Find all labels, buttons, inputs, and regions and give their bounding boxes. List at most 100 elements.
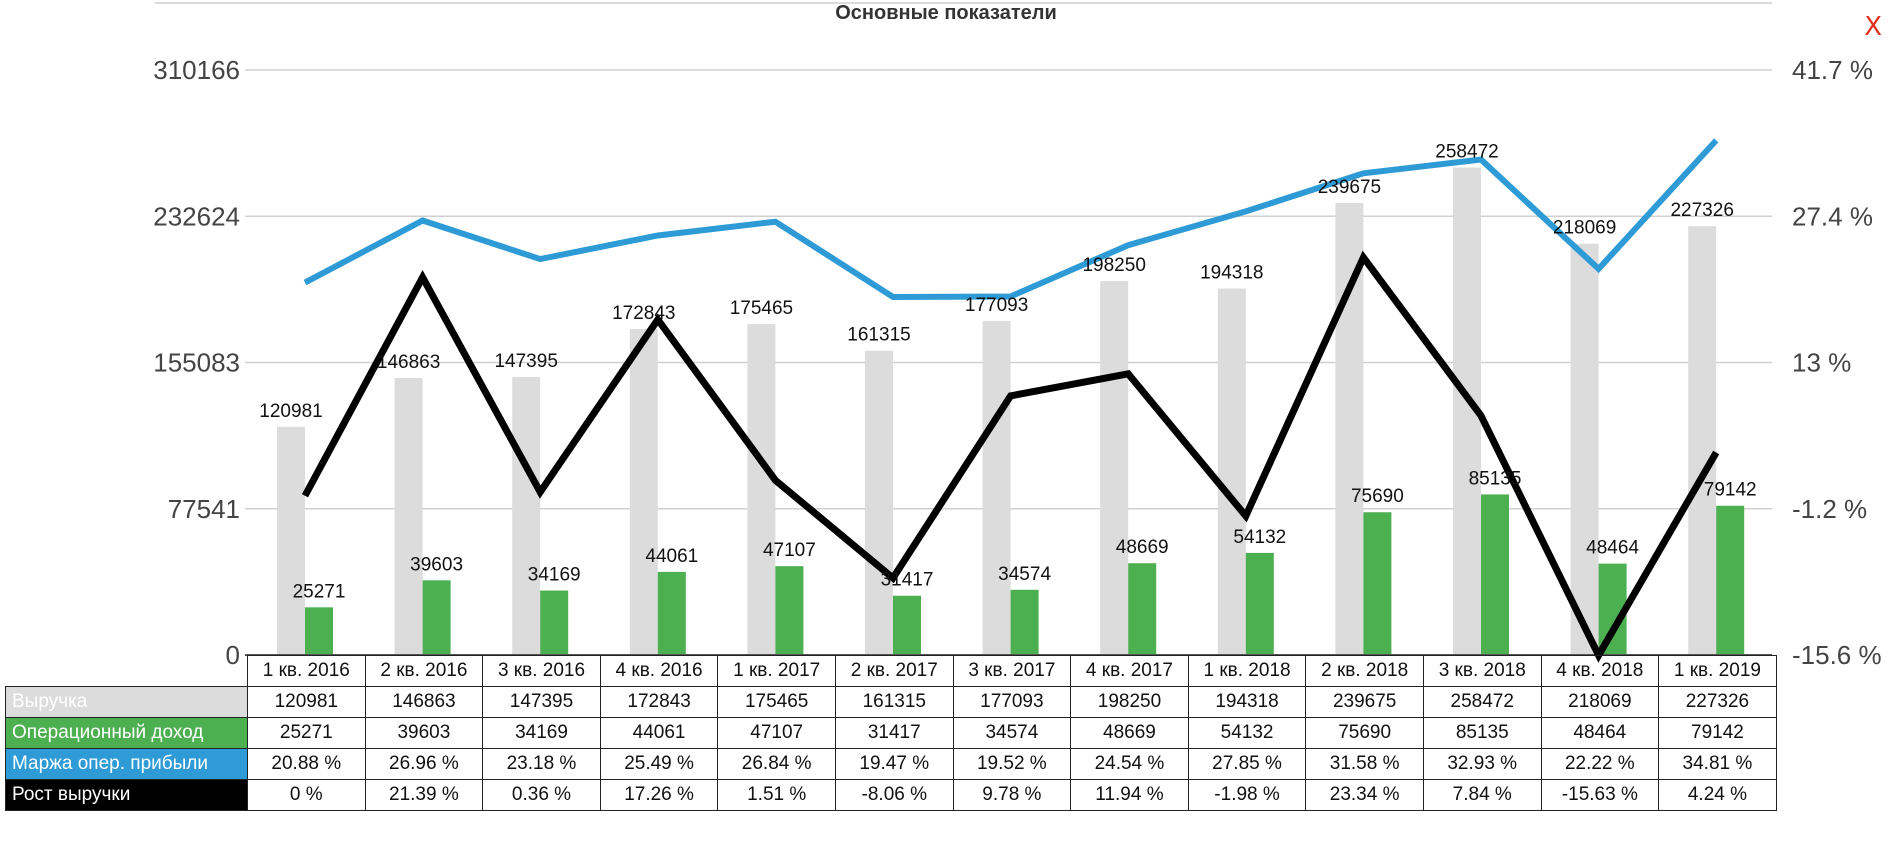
table-cell: 21.39 % [364,779,484,811]
op-income-bar [1716,505,1745,655]
revenue-data-label: 258472 [1435,141,1498,162]
margin-line [303,138,1719,300]
table-cell: 161315 [834,686,954,718]
table-cell: 194318 [1187,686,1307,718]
op-income-bar [1245,552,1274,655]
series-row-label: Маржа опер. прибыли [5,748,248,780]
table-cell: 44061 [599,717,719,749]
y-right-tick-label: -1.2 % [1792,494,1867,524]
revenue-bar [1100,281,1129,655]
op-income-bar [540,590,569,655]
revenue-data-label: 218069 [1553,218,1616,239]
table-cell: 9.78 % [952,779,1072,811]
table-cell: 258472 [1422,686,1542,718]
table-cell: 19.52 % [952,748,1072,780]
x-category-label: 1 кв. 2018 [1187,655,1307,687]
op-income-bar [1481,494,1509,655]
table-cell: 227326 [1658,686,1777,718]
x-category-label: 2 кв. 2017 [834,655,954,687]
table-cell: -15.63 % [1540,779,1660,811]
table-cell: 147395 [482,686,601,718]
op-income-data-label: 34574 [998,564,1051,585]
revenue-bar [629,329,658,655]
op-income-data-label: 31417 [881,570,934,591]
table-cell: 1.51 % [717,779,836,811]
revenue-bar [747,324,776,655]
table-cell: 34574 [952,717,1072,749]
x-category-label: 3 кв. 2018 [1422,655,1542,687]
revenue-bar [1688,226,1717,656]
x-category-label: 3 кв. 2016 [482,655,601,687]
table-cell: 23.34 % [1305,779,1424,811]
table-cell: 85135 [1422,717,1542,749]
series-row-label: Операционный доход [5,717,248,749]
op-income-data-label: 79142 [1704,480,1757,501]
table-cell: 54132 [1187,717,1307,749]
table-row: Выручка 120981 146863 147395 172843 175465 161… [5,686,1777,718]
table-cell: 79142 [1658,717,1777,749]
revenue-bar [394,378,423,655]
op-income-bar [1128,563,1157,655]
revenue-data-label: 239675 [1318,177,1381,198]
revenue-data-label: 175465 [730,298,793,319]
revenue-data-label: 172843 [612,303,675,324]
x-category-label: 1 кв. 2017 [717,655,836,687]
op-income-data-label: 54132 [1233,527,1286,548]
op-income-data-label: 75690 [1351,486,1404,507]
table-cell: 48669 [1070,717,1189,749]
table-cell: 32.93 % [1422,748,1542,780]
table-cell: 177093 [952,686,1072,718]
x-category-label: 4 кв. 2017 [1070,655,1189,687]
revenue-data-label: 194318 [1200,262,1263,283]
op-income-bar [893,595,921,655]
table-cell: 0 % [247,779,366,811]
table-cell: 218069 [1540,686,1660,718]
table-cell: -1.98 % [1187,779,1307,811]
revenue-bar [865,350,893,655]
y-right-tick-label: 13 % [1792,348,1851,378]
table-cell: 31.58 % [1305,748,1424,780]
op-income-bar [305,607,333,655]
table-cell: 22.22 % [1540,748,1660,780]
table-cell: 26.84 % [717,748,836,780]
op-income-data-label: 85135 [1469,468,1522,489]
growth-line [301,250,1720,663]
table-cell: 25.49 % [599,748,719,780]
revenue-data-label: 147395 [494,351,557,372]
op-income-data-label: 39603 [410,554,463,575]
op-income-data-label: 48669 [1116,537,1169,558]
table-cell: 17.26 % [599,779,719,811]
op-income-data-label: 48464 [1586,538,1639,559]
revenue-bar [1570,243,1599,655]
revenue-data-label: 120981 [259,401,322,422]
revenue-bar [1335,202,1364,655]
table-cell: 25271 [247,717,366,749]
table-cell: 120981 [247,686,366,718]
revenue-data-label: 198250 [1082,255,1145,276]
close-icon[interactable]: X [1864,12,1882,42]
y-left-tick-label: 155083 [153,348,240,378]
table-cell: 26.96 % [364,748,484,780]
table-row: Рост выручки 0 % 21.39 % 0.36 % 17.26 % 1.51 … [5,779,1777,811]
table-cell: 75690 [1305,717,1424,749]
table-row: Операционный доход 25271 39603 34169 44061 47… [5,717,1777,749]
op-income-data-label: 44061 [645,546,698,567]
x-category-label: 1 кв. 2019 [1658,655,1777,687]
table-cell: 239675 [1305,686,1424,718]
revenue-bar [982,320,1011,655]
revenue-bar [277,426,305,655]
table-cell: 198250 [1070,686,1189,718]
revenue-bar [512,377,541,655]
table-cell: 23.18 % [482,748,601,780]
revenue-data-label: 161315 [847,325,910,346]
table-cell: 175465 [717,686,836,718]
x-category-label: 2 кв. 2018 [1305,655,1424,687]
table-cell: 0.36 % [482,779,601,811]
x-category-label: 3 кв. 2017 [952,655,1072,687]
x-category-label: 4 кв. 2016 [599,655,719,687]
revenue-bar [1217,288,1246,655]
op-income-data-label: 34169 [528,565,581,586]
op-income-bar [1010,589,1039,655]
x-category-label: 1 кв. 2016 [247,655,366,687]
